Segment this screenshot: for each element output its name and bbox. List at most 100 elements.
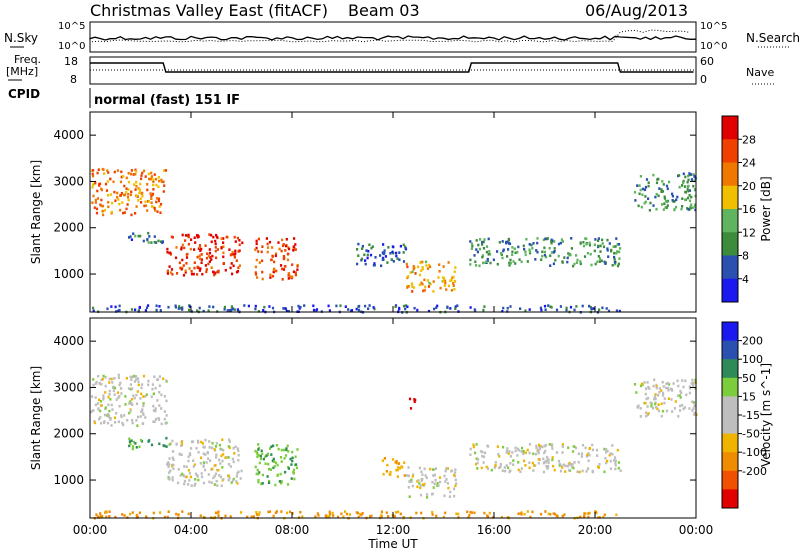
- velocity-cell: [481, 454, 484, 458]
- power-cell: [596, 260, 599, 263]
- velocity-cell: [172, 463, 175, 467]
- power-cell: [682, 172, 685, 176]
- power-cell: [159, 309, 162, 312]
- velocity-cell: [331, 511, 334, 515]
- velocity-cell: [677, 384, 680, 388]
- velocity-cell: [200, 440, 203, 444]
- power-cell: [550, 306, 553, 309]
- velocity-cell: [268, 510, 271, 513]
- power-cell: [135, 194, 138, 197]
- velocity-cell: [506, 447, 509, 450]
- power-cell: [381, 256, 385, 260]
- power-cell: [286, 258, 290, 262]
- velocity-cell: [215, 453, 218, 457]
- power-cell: [96, 197, 100, 200]
- velocity-cell: [547, 461, 550, 465]
- power-cell: [366, 253, 369, 257]
- velocity-cell: [191, 440, 194, 444]
- velocity-cell: [108, 381, 111, 384]
- velocity-cell: [187, 469, 190, 472]
- power-cell: [106, 194, 110, 197]
- power-cell: [597, 255, 600, 258]
- velocity-cell: [169, 469, 172, 473]
- power-cell: [485, 245, 489, 248]
- velocity-cell: [299, 510, 302, 514]
- velocity-cell: [147, 379, 150, 383]
- power-cell: [127, 171, 130, 175]
- power-cell: [296, 268, 299, 271]
- velocity-cell: [96, 515, 99, 518]
- power-cell: [210, 240, 213, 244]
- velocity-cell: [614, 459, 617, 462]
- power-cell: [103, 209, 106, 212]
- power-cell: [681, 184, 684, 187]
- power-cell: [559, 305, 562, 308]
- power-cell: [106, 169, 109, 172]
- velocity-cell: [516, 454, 519, 457]
- power-cell: [618, 309, 621, 313]
- velocity-cell: [555, 514, 558, 517]
- velocity-cell: [603, 470, 606, 474]
- power-cell: [684, 175, 687, 179]
- velocity-colorbar-tick-label: -50: [742, 428, 760, 441]
- velocity-cell: [197, 478, 200, 482]
- velocity-cell: [475, 457, 478, 460]
- power-cell: [543, 304, 547, 308]
- power-cell: [662, 208, 665, 211]
- power-cell: [368, 304, 371, 307]
- power-cell: [118, 304, 121, 308]
- velocity-cell: [285, 448, 288, 452]
- velocity-cell: [144, 416, 147, 419]
- velocity-cell: [209, 459, 212, 462]
- power-cell: [414, 272, 417, 275]
- velocity-cell: [260, 482, 263, 486]
- power-cell: [427, 285, 431, 288]
- velocity-cell: [455, 482, 458, 485]
- velocity-cell: [102, 398, 105, 401]
- velocity-cell: [676, 379, 679, 383]
- velocity-cell: [571, 463, 574, 466]
- power-cell: [688, 194, 691, 197]
- power-cell: [312, 304, 315, 308]
- velocity-cell: [106, 412, 109, 416]
- power-cell: [402, 251, 405, 254]
- velocity-cell: [257, 443, 260, 446]
- velocity-cell: [692, 401, 696, 404]
- velocity-cell: [257, 472, 260, 476]
- velocity-cell: [421, 477, 424, 481]
- power-colorbar-tick-label: 24: [742, 157, 756, 170]
- power-cell: [228, 309, 231, 312]
- velocity-cell: [131, 445, 135, 448]
- velocity-cell: [272, 457, 275, 461]
- power-cell: [481, 254, 484, 257]
- power-ytick-label: 1000: [53, 267, 84, 281]
- power-cell: [424, 260, 428, 264]
- velocity-cell: [258, 461, 261, 465]
- velocity-cell: [606, 459, 609, 463]
- velocity-cell: [287, 450, 290, 453]
- velocity-cell: [380, 513, 383, 517]
- power-cell: [130, 238, 133, 241]
- velocity-cell: [573, 461, 576, 464]
- velocity-cell: [480, 466, 483, 470]
- power-cell: [639, 188, 642, 192]
- velocity-cell: [396, 475, 399, 478]
- power-cell: [106, 307, 109, 311]
- velocity-cell: [326, 515, 329, 518]
- power-cell: [225, 235, 228, 239]
- velocity-cell: [454, 471, 457, 474]
- power-cell: [118, 202, 121, 206]
- velocity-cell: [108, 409, 111, 413]
- power-cell: [500, 253, 503, 256]
- velocity-cell: [286, 511, 289, 515]
- power-cell: [643, 201, 646, 205]
- velocity-cell: [273, 465, 276, 468]
- power-cell: [177, 307, 180, 310]
- velocity-cell: [212, 476, 215, 480]
- power-cell: [688, 173, 691, 177]
- power-cell: [184, 271, 187, 274]
- power-cell: [554, 258, 557, 262]
- power-cell: [232, 252, 235, 256]
- velocity-colorbar-tick-label: -200: [742, 465, 767, 478]
- power-cell: [478, 264, 481, 268]
